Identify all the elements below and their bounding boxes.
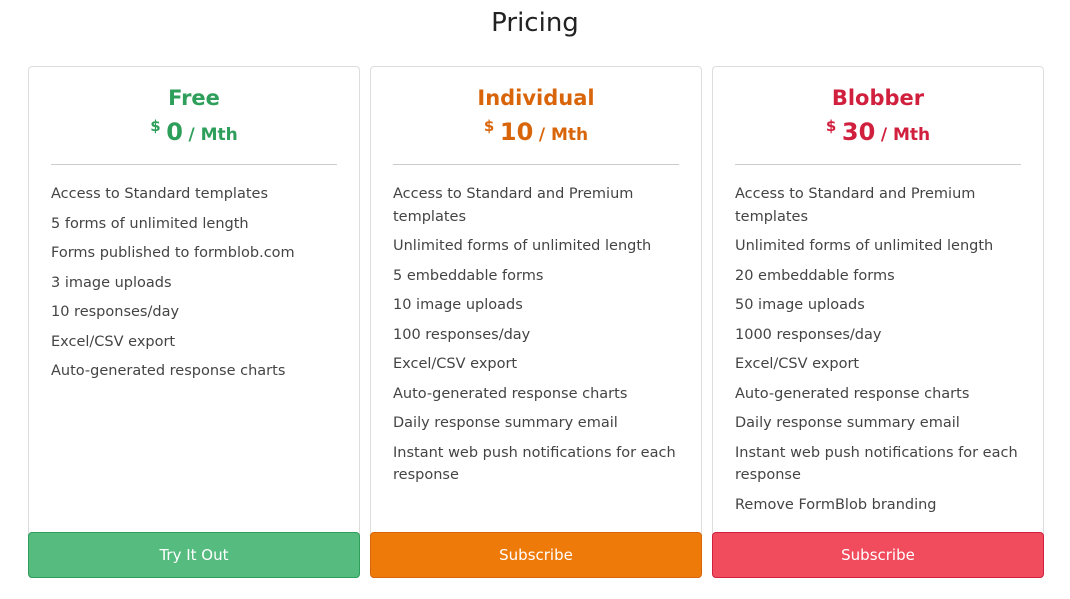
pricing-card-individual: Individual $ 10 / Mth Access to Standard… [370, 66, 702, 578]
feature-item: Excel/CSV export [51, 333, 176, 350]
feature-item: Excel/CSV export [393, 356, 518, 372]
subscribe-button[interactable]: Subscribe [712, 532, 1044, 578]
feature-item: Instant web push notifications for each … [735, 444, 1018, 484]
feature-item: 20 embeddable forms [735, 267, 895, 284]
feature-item: Daily response summary email [393, 415, 618, 431]
plan-price: $ 30 / Mth [735, 111, 1021, 150]
feature-item: 10 responses/day [51, 304, 180, 320]
feature-item: Auto-generated response charts [735, 385, 970, 402]
feature-item: 1000 responses/day [735, 326, 882, 343]
feature-item: Access to Standard and Premium templates [735, 186, 976, 225]
price-amount: 30 [841, 118, 876, 146]
feature-item: 100 responses/day [393, 326, 531, 343]
feature-item: Excel/CSV export [735, 356, 860, 372]
feature-item: 10 image uploads [393, 297, 523, 313]
feature-item: Remove FormBlob branding [735, 496, 937, 513]
feature-item: Access to Standard templates [51, 186, 268, 202]
price-amount: 0 [166, 118, 183, 146]
feature-item: Access to Standard and Premium templates [393, 186, 634, 225]
feature-item: 5 forms of unlimited length [51, 215, 249, 232]
currency: $ [150, 117, 161, 135]
feature-item: 5 embeddable forms [393, 267, 544, 284]
feature-item: Unlimited forms of unlimited length [735, 238, 994, 254]
currency: $ [483, 117, 495, 135]
feature-item: 3 image uploads [51, 274, 172, 291]
plan-name: Blobber [831, 86, 925, 110]
plan-name: Free [168, 86, 220, 110]
subscribe-button[interactable]: Subscribe [370, 532, 702, 578]
price-period: / Mth [538, 125, 589, 145]
feature-item: Instant web push notifications for each … [393, 444, 676, 484]
price-amount: 10 [499, 118, 534, 146]
try-it-out-button[interactable]: Try It Out [28, 532, 360, 578]
feature-item: Daily response summary email [735, 415, 960, 431]
currency: $ [825, 117, 837, 135]
plan-name: Individual [477, 86, 595, 110]
price-period: / Mth [880, 125, 931, 145]
feature-item: Unlimited forms of unlimited length [393, 238, 652, 254]
feature-item: Auto-generated response charts [393, 385, 628, 402]
price-period: / Mth [188, 125, 238, 145]
pricing-card-blobber: Blobber $ 30 / Mth Access to Standard an… [712, 66, 1044, 578]
feature-item: 50 image uploads [735, 297, 865, 313]
feature-item: Auto-generated response charts [51, 363, 286, 379]
feature-item: Forms published to formblob.com [51, 245, 295, 261]
feature-list: Access to Standard templates 5 forms of u… [29, 165, 359, 383]
feature-list: Access to Standard and Premium templates… [371, 165, 701, 487]
plan-price: $ 0 / Mth [51, 111, 337, 150]
page-title: Pricing [491, 8, 579, 38]
plan-price: $ 10 / Mth [393, 111, 679, 150]
pricing-card-free: Free $ 0 / Mth Access to Standard templa… [28, 66, 360, 578]
feature-list: Access to Standard and Premium templates… [713, 165, 1043, 516]
